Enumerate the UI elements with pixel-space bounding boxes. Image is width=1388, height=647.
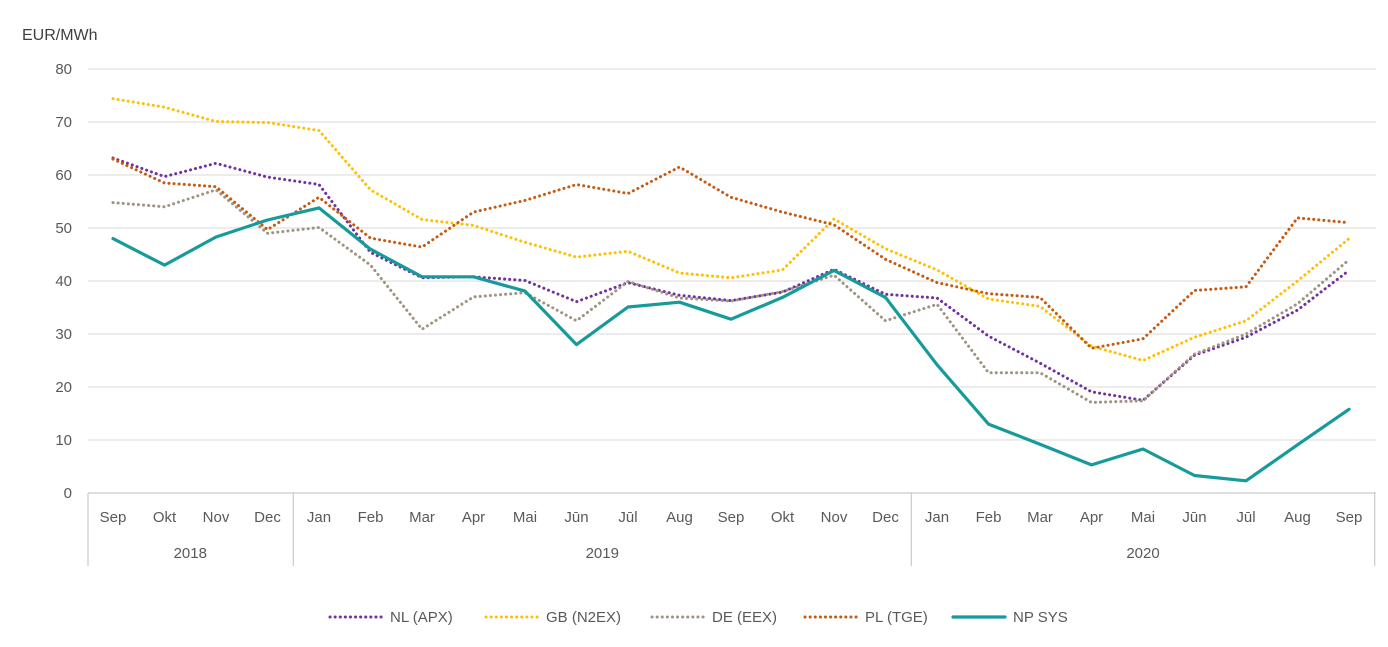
x-tick-label: Feb [358, 509, 384, 526]
legend-label: NP SYS [1013, 609, 1068, 626]
y-tick-label: 50 [55, 220, 72, 237]
x-tick-label: Aug [1284, 509, 1311, 526]
series-line-nl-apx [111, 156, 1351, 402]
y-tick-label: 40 [55, 273, 72, 290]
x-tick-label: Mai [1131, 509, 1155, 526]
x-tick-label: Aug [666, 509, 693, 526]
y-tick-label: 10 [55, 432, 72, 449]
x-tick-label: Mai [513, 509, 537, 526]
x-tick-label: Apr [1080, 509, 1103, 526]
series-line-de-eex [111, 188, 1351, 404]
legend-label: PL (TGE) [865, 609, 928, 626]
x-tick-label: Dec [254, 509, 281, 526]
y-tick-label: 0 [64, 485, 72, 502]
y-tick-label: 60 [55, 167, 72, 184]
x-tick-label: Sep [718, 509, 745, 526]
x-tick-label: Sep [100, 509, 127, 526]
y-tick-label: 70 [55, 114, 72, 131]
x-tick-label: Nov [821, 509, 848, 526]
x-tick-label: Nov [203, 509, 230, 526]
legend: NL (APX) GB (N2EX) DE (EEX) PL (TGE) NP SYS [328, 609, 1068, 626]
x-tick-label: Mar [409, 509, 435, 526]
series-line-pl-tge [111, 157, 1351, 350]
x-tick-label: Jūl [618, 509, 637, 526]
x-tick-label: Sep [1336, 509, 1363, 526]
x-axis-year-label: 2018 [174, 545, 207, 562]
x-tick-label: Okt [771, 509, 795, 526]
y-axis-unit-label: EUR/MWh [22, 27, 98, 44]
x-tick-label: Jūn [564, 509, 588, 526]
y-axis-tick-labels: 0 10 20 30 40 50 60 70 80 [55, 61, 72, 502]
legend-label: NL (APX) [390, 609, 453, 626]
x-tick-label: Okt [153, 509, 177, 526]
gridlines [88, 68, 1376, 494]
x-axis-year-label: 2020 [1126, 545, 1159, 562]
x-tick-label: Jūl [1236, 509, 1255, 526]
x-tick-label: Apr [462, 509, 485, 526]
x-tick-label: Jan [307, 509, 331, 526]
legend-label: DE (EEX) [712, 609, 777, 626]
x-tick-label: Mar [1027, 509, 1053, 526]
x-tick-label: Jūn [1182, 509, 1206, 526]
x-tick-label: Feb [976, 509, 1002, 526]
x-tick-label: Dec [872, 509, 899, 526]
legend-label: GB (N2EX) [546, 609, 621, 626]
y-tick-label: 80 [55, 61, 72, 78]
y-tick-label: 30 [55, 326, 72, 343]
x-tick-label: Jan [925, 509, 949, 526]
x-axis: 2018 2019 2020 Sep Okt Nov Dec Jan Feb Mar Apr Mai J… [87, 493, 1376, 566]
data-series [111, 97, 1351, 483]
series-line-np-sys [111, 206, 1351, 483]
y-tick-label: 20 [55, 379, 72, 396]
series-line-gb-n2ex [111, 97, 1351, 362]
x-axis-year-label: 2019 [586, 545, 619, 562]
